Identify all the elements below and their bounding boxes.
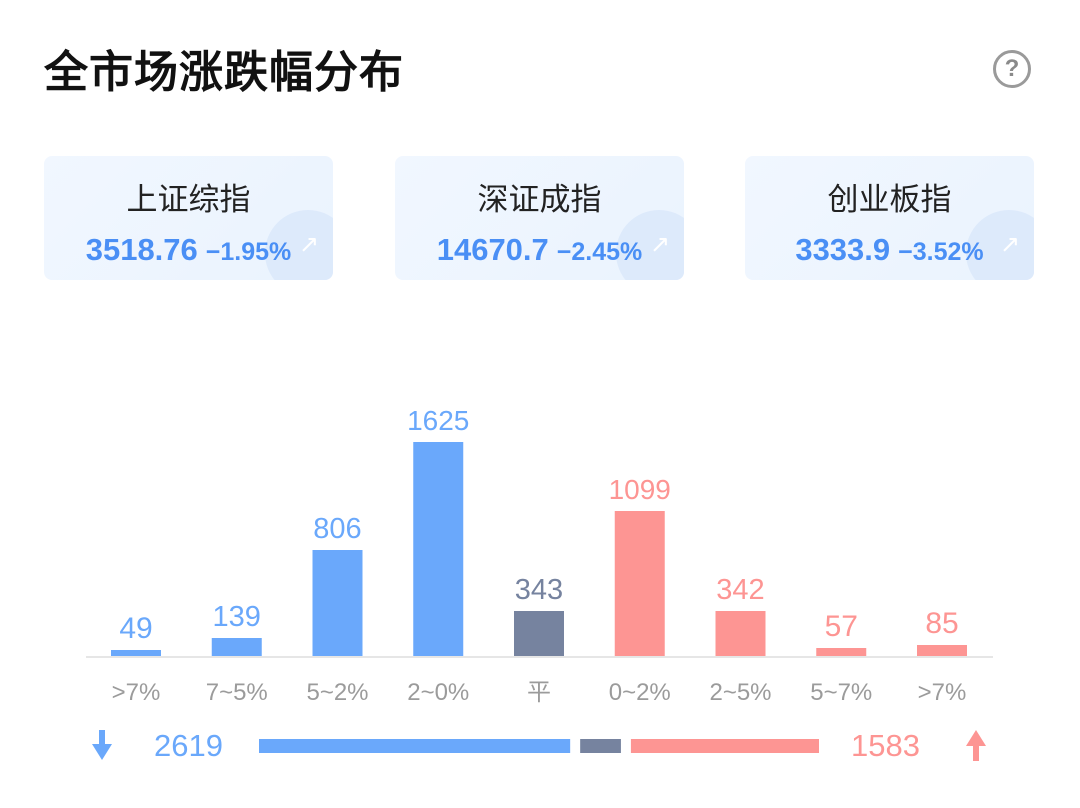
trend-arrow-icon: ↗ (649, 231, 670, 258)
page-title: 全市场涨跌幅分布 (44, 47, 404, 98)
bar-value-label: 342 (716, 574, 764, 606)
down-total: 2619 (154, 728, 223, 763)
bar (111, 650, 161, 656)
arrow-up-icon (966, 730, 986, 746)
index-card-shenzhen[interactable]: ↗ 深证成指 14670.7 −2.45% (395, 156, 684, 280)
trend-arrow-icon: ↗ (298, 231, 319, 258)
category-label: 5~2% (306, 679, 368, 706)
trend-arrow-icon: ↗ (999, 231, 1020, 258)
flat-ratio-bar (580, 739, 621, 753)
category-label: 平 (527, 678, 551, 706)
bar (715, 611, 766, 656)
bar-value-label: 1625 (407, 405, 469, 436)
up-ratio-bar (630, 739, 819, 753)
up-total: 1583 (851, 728, 920, 763)
index-name: 深证成指 (477, 182, 602, 218)
bar (413, 442, 464, 656)
bar-value-label: 1099 (609, 474, 671, 505)
index-name: 创业板指 (827, 182, 952, 218)
category-label: >7% (112, 679, 161, 706)
bar (614, 511, 665, 656)
category-label: >7% (918, 679, 967, 706)
arrow-up-icon (973, 745, 979, 761)
bar-value-label: 49 (119, 612, 152, 645)
bar-value-label: 806 (313, 513, 361, 545)
question-circle-icon[interactable]: ? (993, 50, 1031, 88)
bar (514, 611, 564, 656)
index-name: 上证综指 (126, 182, 251, 218)
index-change: −3.52% (898, 238, 984, 266)
category-label: 7~5% (206, 679, 268, 706)
arrow-down-icon (99, 730, 105, 746)
bar-value-label: 343 (515, 574, 563, 606)
bar-value-label: 139 (213, 601, 261, 633)
bar (816, 648, 867, 656)
category-label: 2~5% (709, 679, 771, 706)
category-label: 2~0% (407, 679, 469, 706)
bar (917, 645, 967, 656)
index-value: 14670.7 (436, 232, 549, 267)
category-label: 5~7% (810, 679, 872, 706)
index-value: 3333.9 (795, 232, 891, 267)
bar-value-label: 57 (825, 610, 858, 643)
index-change: −1.95% (205, 238, 292, 266)
index-value: 3518.76 (85, 232, 198, 267)
bar (211, 638, 262, 656)
arrow-down-icon (92, 744, 112, 760)
index-change: −2.45% (556, 238, 643, 266)
index-card-chinext[interactable]: ↗ 创业板指 3333.9 −3.52% (745, 156, 1034, 280)
bar (312, 550, 363, 656)
down-ratio-bar (259, 739, 571, 753)
category-label: 0~2% (609, 679, 671, 706)
index-card-shanghai[interactable]: ↗ 上证综指 3518.76 −1.95% (44, 156, 333, 280)
bar-value-label: 85 (925, 607, 958, 640)
